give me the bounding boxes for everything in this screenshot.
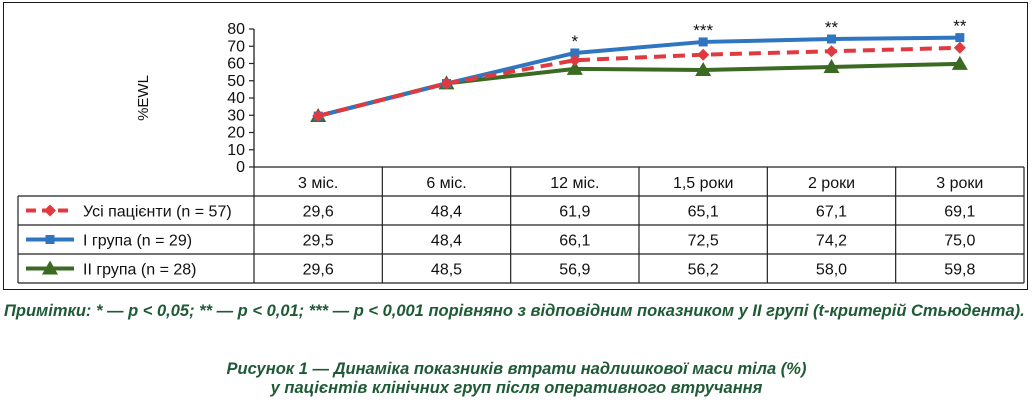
data-label: 48,4 [431, 233, 462, 250]
significance-mark: * [572, 32, 579, 51]
y-tick-label: 0 [236, 159, 245, 176]
data-label: 65,1 [688, 204, 719, 221]
data-point [955, 33, 965, 43]
chart-note: Примітки: * — р < 0,05; ** — р < 0,01; *… [4, 302, 1025, 320]
y-tick-label: 40 [227, 90, 245, 107]
legend-label: ІІ група (n = 28) [83, 262, 196, 279]
data-point [568, 54, 581, 67]
series-line-1 [317, 45, 960, 118]
data-point [312, 109, 325, 122]
data-label: 29,5 [303, 233, 334, 250]
data-label: 59,8 [944, 262, 975, 279]
significance-mark: *** [693, 21, 713, 40]
data-label: 48,4 [431, 204, 462, 221]
x-tick-label: 2 роки [808, 175, 855, 192]
figure-caption-line-2: у пацієнтів клінічних груп після операти… [270, 379, 763, 397]
data-point [951, 55, 968, 70]
data-label: 66,1 [559, 233, 590, 250]
y-axis-label: %EWL [135, 75, 152, 121]
data-label: 69,1 [944, 204, 975, 221]
chart-frame: 0 10 20 30 40 50 60 70 80 %EWL 3 міс. 6 міс. 12 міс.… [3, 2, 1028, 290]
data-label: 29,6 [303, 204, 334, 221]
data-label: 56,2 [688, 262, 719, 279]
y-tick-label: 30 [227, 107, 245, 124]
legend-marker [44, 204, 56, 217]
data-point [698, 37, 708, 47]
x-tick-label: 3 роки [936, 175, 983, 192]
y-tick-label: 10 [227, 142, 245, 159]
significance-mark: ** [953, 17, 967, 36]
data-label: 75,0 [944, 233, 975, 250]
legend-label: Усі пацієнти (n = 57) [83, 204, 232, 221]
legend-marker [42, 260, 58, 275]
data-point [695, 62, 712, 77]
data-point [825, 45, 838, 58]
data-point [697, 48, 710, 61]
data-label: 58,0 [816, 262, 847, 279]
figure-caption-line-1: Рисунок 1 — Динаміка показників втрати н… [226, 360, 807, 378]
legend-label: І група (n = 29) [83, 233, 192, 250]
y-tick-label: 50 [227, 73, 245, 90]
data-point [566, 60, 583, 75]
data-point [440, 77, 453, 90]
y-tick-label: 70 [227, 38, 245, 55]
y-tick-label: 20 [227, 125, 245, 142]
y-tick-label: 80 [227, 21, 245, 38]
data-label: 72,5 [688, 233, 719, 250]
x-tick-label: 12 міс. [550, 175, 599, 192]
data-label: 48,5 [431, 262, 462, 279]
data-label: 67,1 [816, 204, 847, 221]
y-tick-label: 60 [227, 56, 245, 73]
significance-mark: ** [825, 18, 839, 37]
data-point [827, 34, 836, 44]
legend-marker [45, 235, 55, 244]
x-tick-label: 1,5 роки [673, 175, 733, 192]
data-point [953, 41, 966, 54]
data-label: 29,6 [303, 262, 334, 279]
series-line-2 [317, 35, 960, 119]
x-tick-label: 6 міс. [426, 175, 466, 192]
data-label: 74,2 [816, 233, 847, 250]
data-label: 61,9 [559, 204, 590, 221]
data-point [570, 48, 580, 58]
data-label: 56,9 [559, 262, 590, 279]
data-point [823, 58, 840, 73]
x-tick-label: 3 міс. [298, 175, 338, 192]
